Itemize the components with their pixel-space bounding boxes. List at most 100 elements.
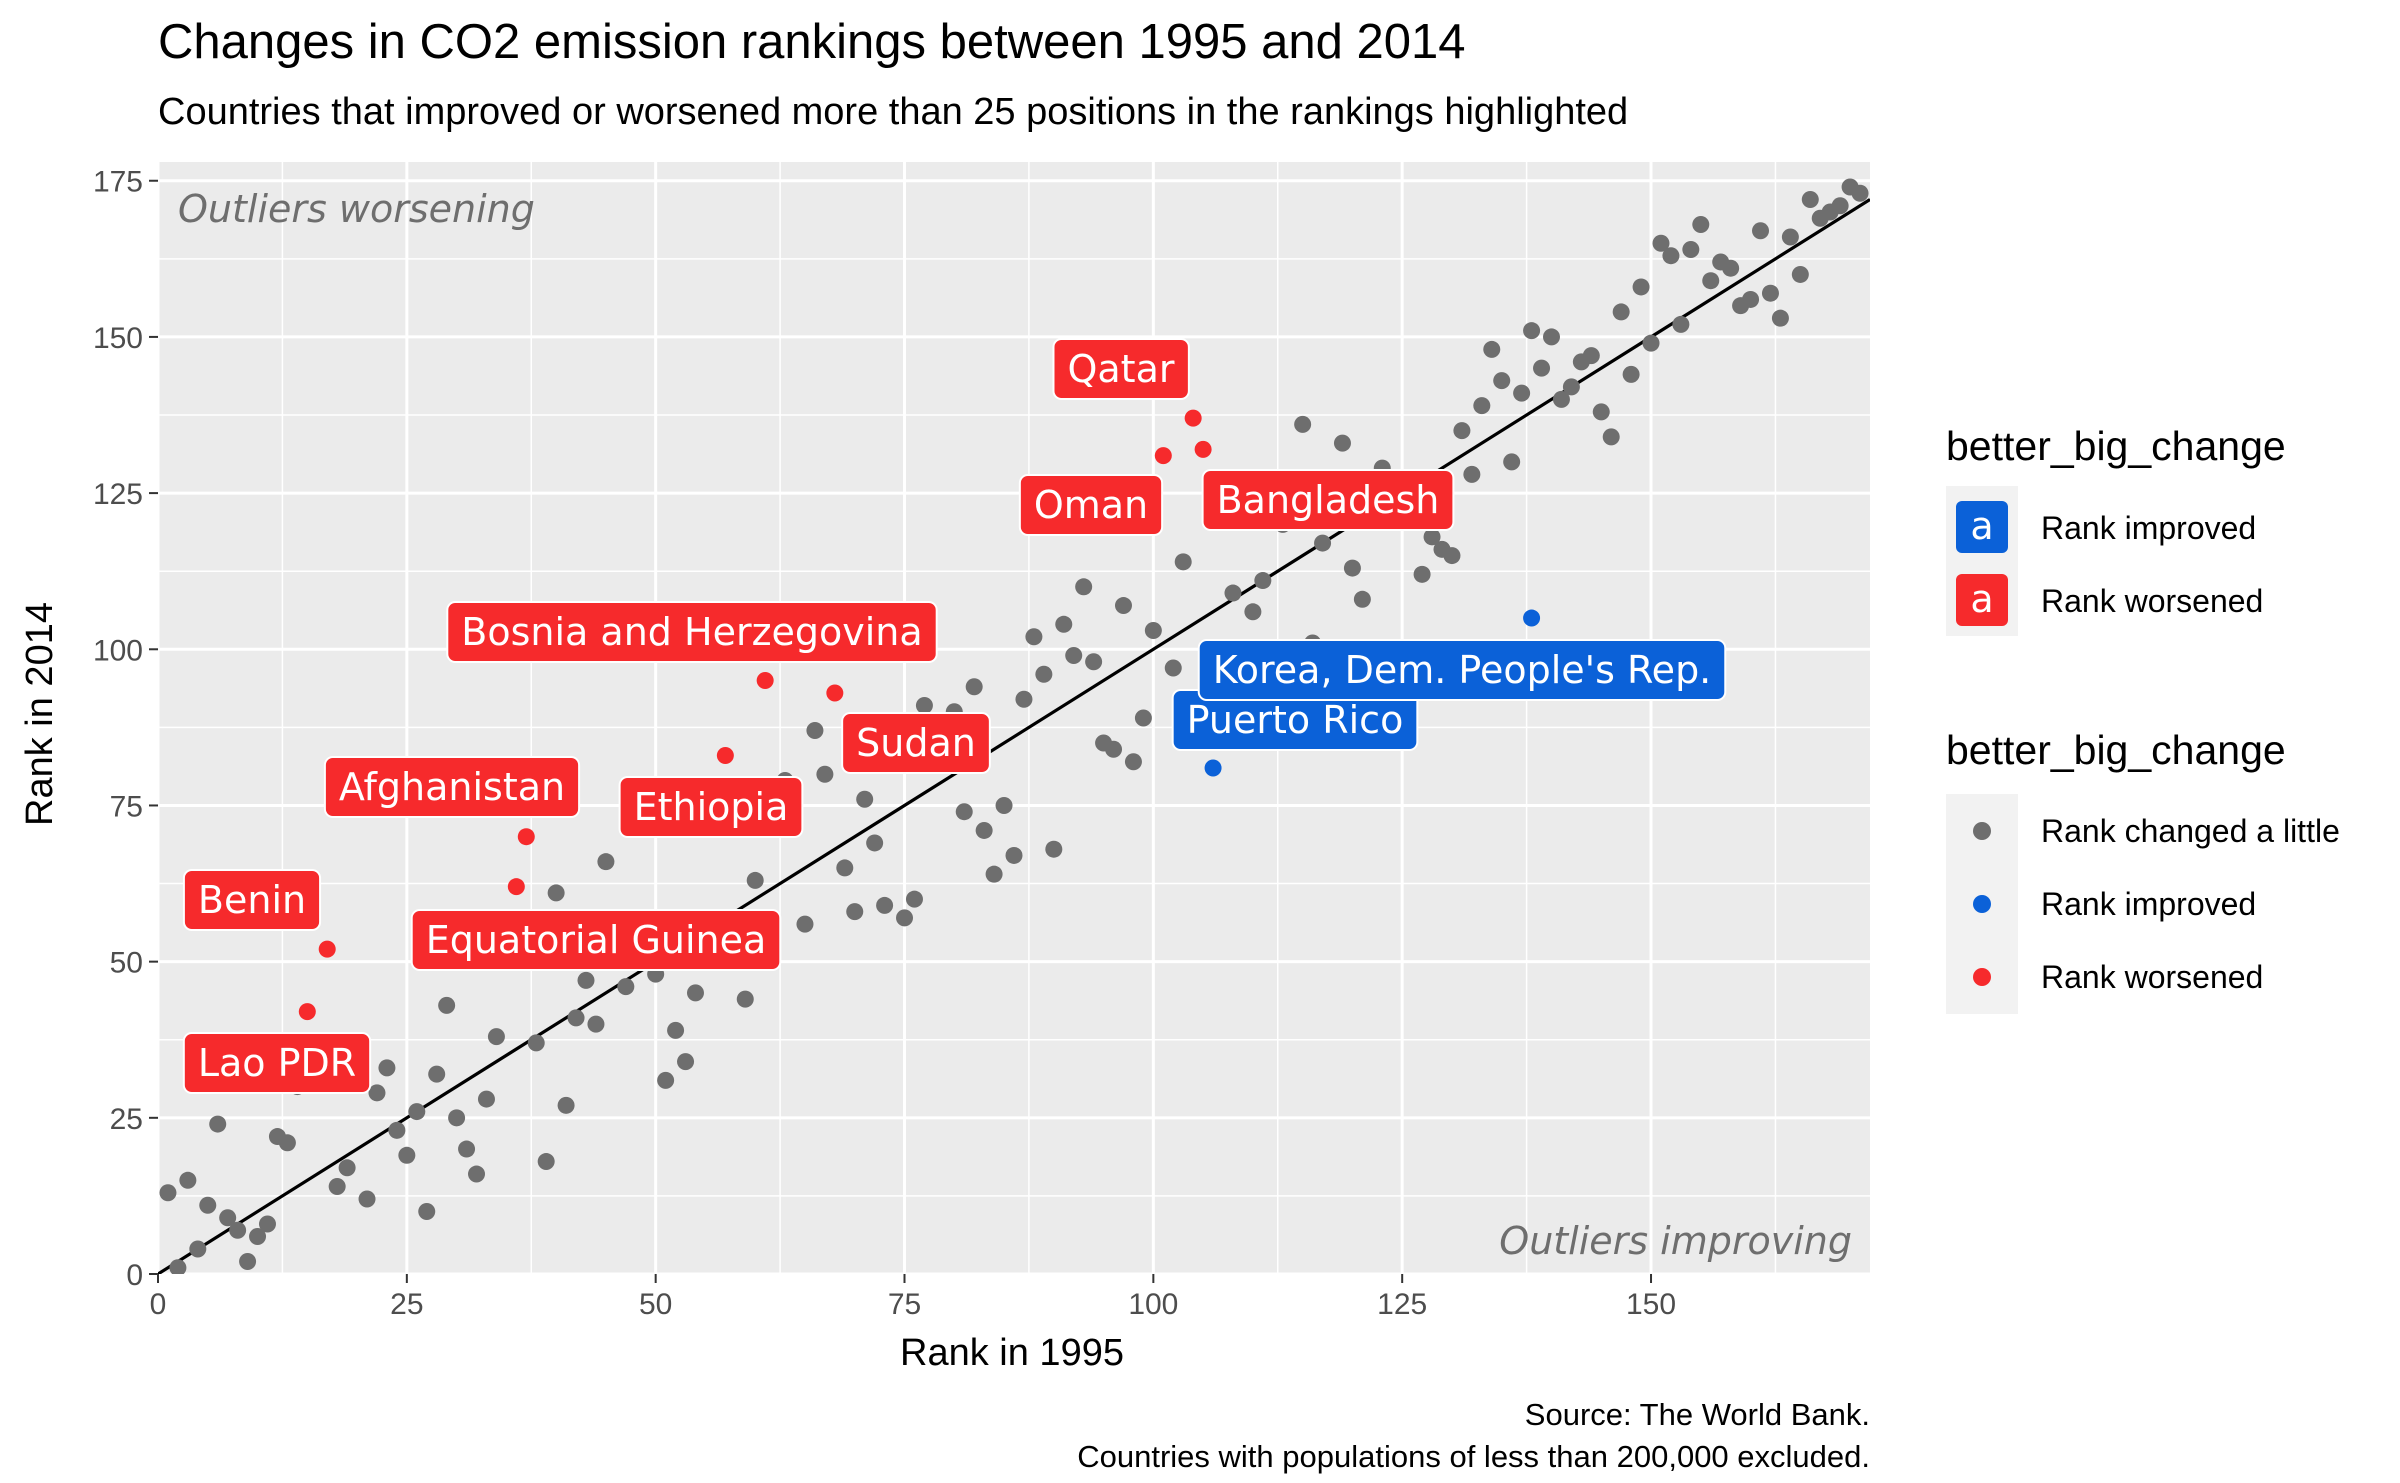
- data-point: [1134, 709, 1152, 727]
- data-point: [468, 1165, 486, 1183]
- data-point: [1592, 403, 1610, 421]
- data-point: [1692, 215, 1710, 233]
- data-point: [1294, 415, 1312, 433]
- data-point: [547, 884, 565, 902]
- country-labels: Lao PDR Benin Equatorial Guinea Afghanistan…: [182, 338, 1727, 1094]
- label-box: [1197, 639, 1727, 701]
- chart-subtitle: Countries that improved or worsened more…: [158, 91, 1628, 133]
- label-text: Ethiopia: [634, 785, 789, 829]
- data-point: [1602, 428, 1620, 446]
- legend-label-little: Rank changed a little: [2041, 813, 2340, 849]
- data-point-worsened: [1194, 440, 1212, 458]
- annotation-outliers-worsening: Outliers worsening: [178, 187, 535, 231]
- data-point: [1562, 378, 1580, 396]
- data-point: [527, 1034, 545, 1052]
- data-point: [1552, 390, 1570, 408]
- data-point: [667, 1021, 685, 1039]
- data-point: [736, 990, 754, 1008]
- data-point: [557, 1096, 575, 1114]
- data-point: [577, 971, 595, 989]
- label-qatar: Qatar: [1052, 338, 1190, 400]
- data-point: [1801, 190, 1819, 208]
- data-point: [1642, 334, 1660, 352]
- data-point: [199, 1196, 217, 1214]
- data-point: [1174, 553, 1192, 571]
- label-text: Qatar: [1067, 347, 1174, 391]
- plot-panel: [158, 162, 1870, 1274]
- data-point: [418, 1203, 436, 1221]
- data-point: [249, 1228, 267, 1246]
- data-point-worsened: [1184, 409, 1202, 427]
- y-tick-label: 100: [93, 634, 143, 667]
- data-point: [328, 1178, 346, 1196]
- label-box: [446, 601, 938, 663]
- y-axis-title: Rank in 2014: [19, 602, 61, 826]
- data-point: [189, 1240, 207, 1258]
- label-text: Afghanistan: [339, 765, 565, 809]
- data-point: [1314, 534, 1332, 552]
- label-box: [1201, 469, 1455, 531]
- legend-label-improved: Rank improved: [2041, 886, 2256, 922]
- annotation-outliers-improving: Outliers improving: [1499, 1219, 1852, 1263]
- data-point: [1254, 572, 1272, 590]
- x-tick-label: 0: [150, 1288, 167, 1321]
- data-point: [438, 996, 456, 1014]
- x-tick-label: 150: [1626, 1288, 1676, 1321]
- data-point: [597, 853, 615, 871]
- label-bosnia-and-herzegovina: Bosnia and Herzegovina: [446, 601, 938, 663]
- data-point: [428, 1065, 446, 1083]
- annotations: Outliers worsening Outliers improving: [178, 187, 1852, 1263]
- data-point-improved: [1204, 759, 1222, 777]
- data-point-worsened: [716, 746, 734, 764]
- data-point: [258, 1215, 276, 1233]
- data-point: [1493, 372, 1511, 390]
- data-point: [1523, 322, 1541, 340]
- data-point: [1682, 240, 1700, 258]
- label-text: Sudan: [856, 721, 976, 765]
- identity-line: [158, 198, 1870, 1274]
- data-point: [905, 890, 923, 908]
- data-point: [1005, 846, 1023, 864]
- legend-key-glyph: a: [1970, 504, 1993, 548]
- legend-title-fill: better_big_change: [1946, 423, 2286, 469]
- data-point: [1752, 222, 1770, 240]
- data-point: [1702, 272, 1720, 290]
- label-box: [182, 1032, 372, 1094]
- data-point: [1443, 547, 1461, 565]
- data-point: [1652, 234, 1670, 252]
- data-points: [159, 178, 1869, 1274]
- data-point: [1742, 290, 1760, 308]
- panel-background: [158, 162, 1870, 1274]
- data-point: [229, 1221, 247, 1239]
- axes: 0 25 50 75 100 125 150 0 25 50 75 100 125 150 175: [93, 166, 1676, 1321]
- data-point: [1413, 565, 1431, 583]
- x-tick-label: 50: [639, 1288, 672, 1321]
- y-tick-label: 125: [93, 478, 143, 511]
- label-bangladesh: Bangladesh: [1201, 469, 1455, 531]
- data-point: [1453, 422, 1471, 440]
- chart-title: Changes in CO2 emission rankings between…: [158, 15, 1466, 69]
- x-axis-title: Rank in 1995: [900, 1332, 1124, 1374]
- data-point: [975, 821, 993, 839]
- data-point: [1144, 622, 1162, 640]
- data-point: [398, 1146, 416, 1164]
- data-point-worsened: [517, 828, 535, 846]
- data-point: [1343, 559, 1361, 577]
- label-ethiopia: Ethiopia: [618, 776, 804, 838]
- y-tick-label: 150: [93, 322, 143, 355]
- data-point: [995, 796, 1013, 814]
- data-point: [278, 1134, 296, 1152]
- legend-dot-little: [1973, 822, 1991, 840]
- data-point: [1075, 578, 1093, 596]
- data-point: [746, 871, 764, 889]
- data-point: [408, 1103, 426, 1121]
- caption-source: Source: The World Bank.: [1525, 1397, 1870, 1432]
- x-tick-label: 25: [390, 1288, 423, 1321]
- reference-line: [158, 198, 1870, 1274]
- data-point: [1781, 228, 1799, 246]
- label-text: Puerto Rico: [1187, 698, 1404, 742]
- data-point: [239, 1253, 257, 1271]
- y-tick-label: 50: [110, 947, 143, 980]
- label-box: [841, 712, 991, 774]
- data-point: [1503, 453, 1521, 471]
